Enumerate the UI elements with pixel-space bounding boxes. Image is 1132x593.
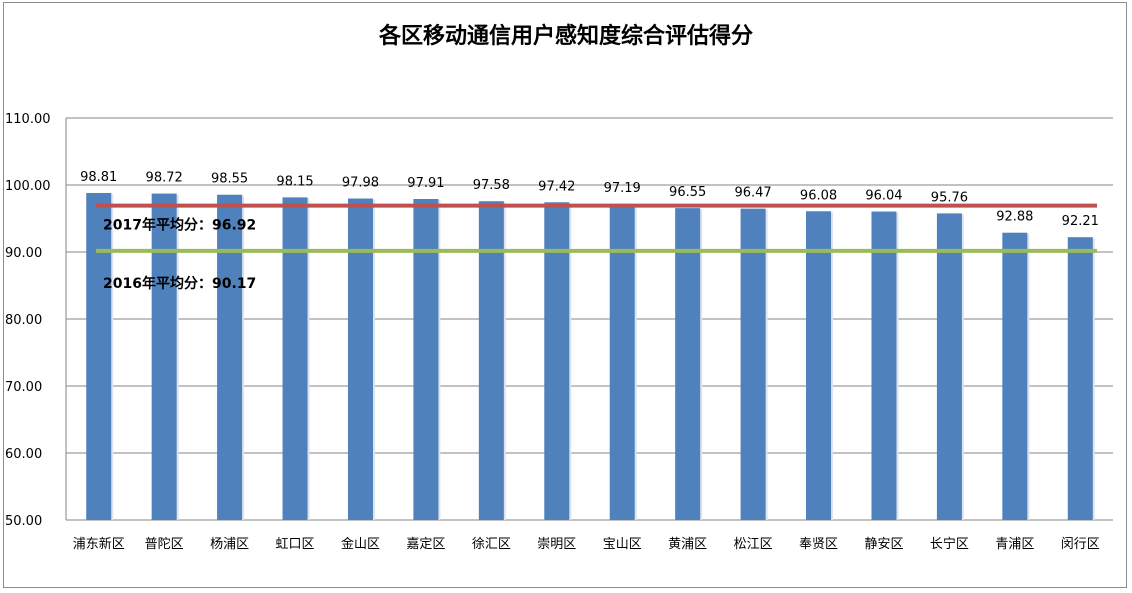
reference-lines: 2017年平均分：96.92 2016年平均分：90.17 <box>96 203 1097 292</box>
category-label: 金山区 <box>341 536 380 552</box>
data-label: 97.91 <box>407 176 444 191</box>
category-label: 奉贤区 <box>799 537 838 552</box>
bar <box>347 198 373 520</box>
data-label: 98.15 <box>276 174 313 189</box>
bar <box>282 197 308 520</box>
data-label: 98.55 <box>211 172 248 187</box>
category-label: 徐汇区 <box>472 537 511 552</box>
bar <box>740 208 766 520</box>
category-label: 宝山区 <box>603 537 642 552</box>
category-label: 崇明区 <box>537 537 576 552</box>
category-label: 松江区 <box>734 537 773 552</box>
y-tick-label: 50.00 <box>5 514 42 529</box>
y-tick-label: 100.00 <box>5 179 51 194</box>
data-label: 98.72 <box>146 171 183 186</box>
data-label: 97.98 <box>342 176 379 191</box>
category-label: 嘉定区 <box>406 537 445 552</box>
bar <box>936 213 962 520</box>
category-label: 长宁区 <box>930 536 969 552</box>
category-label: 普陀区 <box>145 536 184 552</box>
data-label: 96.04 <box>865 189 902 204</box>
data-label: 97.42 <box>538 179 575 194</box>
chart-title: 各区移动通信用户感知度综合评估得分 <box>378 23 753 49</box>
data-label: 95.76 <box>931 190 968 205</box>
data-label: 97.58 <box>473 178 510 193</box>
data-label: 96.08 <box>800 188 837 203</box>
bar <box>478 201 504 521</box>
bar <box>1067 237 1093 520</box>
category-label: 青浦区 <box>995 537 1034 552</box>
bar <box>871 211 897 521</box>
y-tick-label: 60.00 <box>5 447 42 462</box>
reference-line-label: 2016年平均分：90.17 <box>103 275 256 292</box>
bar <box>544 202 570 520</box>
category-label: 浦东新区 <box>73 536 125 552</box>
y-tick-label: 110.00 <box>5 112 51 127</box>
bar <box>609 203 635 520</box>
category-label: 黄浦区 <box>668 537 707 552</box>
data-labels: 98.81 98.72 98.55 98.15 97.98 97.91 97.58 97.42… <box>80 170 1099 229</box>
bar <box>86 192 112 520</box>
y-axis-ticks: 50.00 60.00 70.00 80.00 90.00 100.00 110.00 <box>5 112 51 529</box>
bar <box>675 208 701 521</box>
y-tick-label: 70.00 <box>5 380 42 395</box>
category-label: 闵行区 <box>1061 537 1100 552</box>
category-labels: 浦东新区 普陀区 杨浦区 虹口区 金山区 嘉定区 徐汇区 崇明区 宝山区 黄浦区 松江区 奉贤区 静安区… <box>73 536 1100 552</box>
category-label: 静安区 <box>864 537 903 552</box>
bars <box>86 192 1095 521</box>
data-label: 96.47 <box>734 186 771 201</box>
data-label: 97.19 <box>604 181 641 196</box>
bar <box>217 194 243 520</box>
y-tick-label: 80.00 <box>5 313 42 328</box>
bar <box>151 193 177 521</box>
data-label: 92.21 <box>1062 214 1099 229</box>
bar <box>1002 232 1028 521</box>
category-label: 虹口区 <box>276 537 315 552</box>
category-label: 杨浦区 <box>210 537 249 552</box>
data-label: 92.88 <box>996 210 1033 225</box>
y-tick-label: 90.00 <box>5 246 42 261</box>
data-label: 96.55 <box>669 185 706 200</box>
reference-line-label: 2017年平均分：96.92 <box>103 217 256 234</box>
data-label: 98.81 <box>80 170 117 185</box>
bar <box>413 199 439 521</box>
bar <box>806 211 832 520</box>
